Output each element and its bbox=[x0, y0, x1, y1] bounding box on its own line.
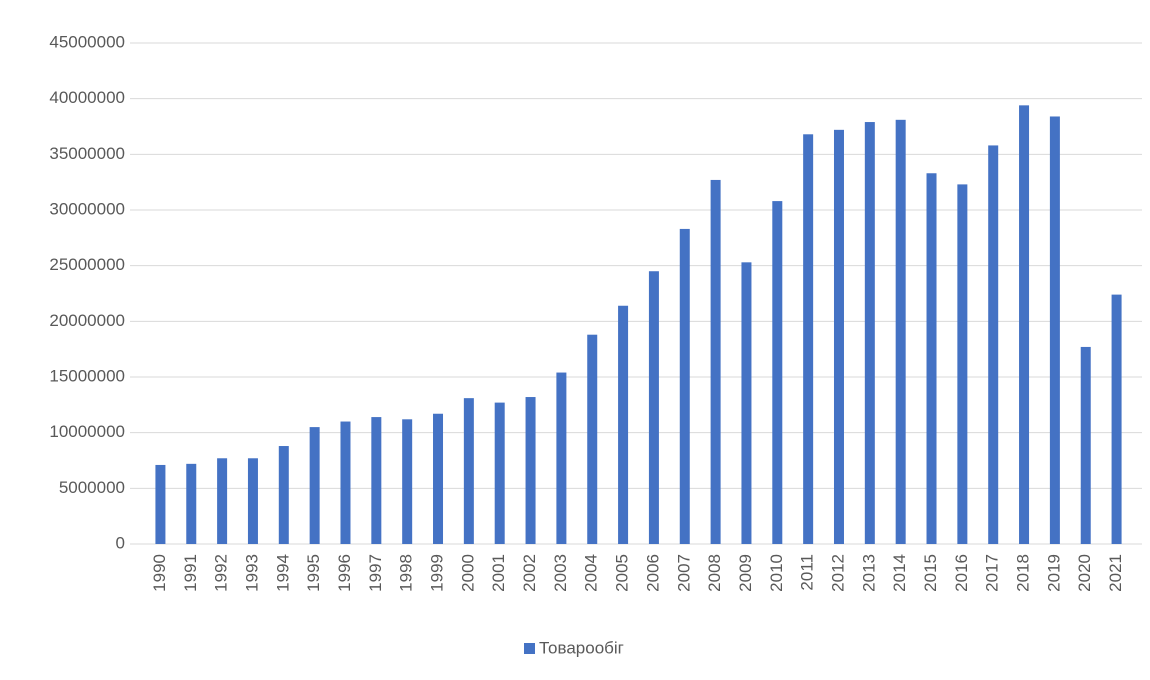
bar bbox=[155, 464, 166, 544]
bar bbox=[864, 122, 875, 545]
y-tick-label: 35000000 bbox=[49, 144, 125, 163]
x-tick-label: 1996 bbox=[335, 554, 354, 592]
x-tick-label: 2000 bbox=[458, 554, 477, 592]
y-tick-label: 5000000 bbox=[59, 478, 125, 497]
bar bbox=[217, 458, 228, 544]
bar bbox=[371, 417, 382, 544]
bar bbox=[494, 402, 505, 544]
y-tick-label: 15000000 bbox=[49, 366, 125, 385]
y-tick-label: 0 bbox=[116, 533, 125, 552]
bar bbox=[402, 419, 413, 544]
x-tick-label: 2021 bbox=[1106, 554, 1125, 592]
legend-swatch bbox=[524, 643, 535, 654]
bar bbox=[648, 271, 659, 544]
x-tick-label: 2009 bbox=[736, 554, 755, 592]
x-tick-label: 2013 bbox=[859, 554, 878, 592]
x-tick-label: 2002 bbox=[520, 554, 539, 592]
bar bbox=[587, 334, 598, 544]
x-tick-label: 2010 bbox=[767, 554, 786, 592]
bar bbox=[679, 228, 690, 544]
x-tick-label: 2017 bbox=[983, 554, 1002, 592]
bar bbox=[278, 446, 289, 544]
x-tick-label: 2008 bbox=[705, 554, 724, 592]
x-tick-label: 1997 bbox=[366, 554, 385, 592]
x-tick-label: 2005 bbox=[613, 554, 632, 592]
x-tick-label: 1993 bbox=[242, 554, 261, 592]
bar bbox=[833, 129, 844, 544]
bar bbox=[710, 179, 721, 544]
bar bbox=[957, 184, 968, 545]
bar bbox=[1080, 346, 1091, 544]
x-tick-label: 1995 bbox=[304, 554, 323, 592]
x-tick-label: 1992 bbox=[212, 554, 231, 592]
x-tick-label: 2014 bbox=[890, 554, 909, 592]
bar bbox=[772, 201, 783, 545]
x-tick-label: 2012 bbox=[828, 554, 847, 592]
x-tick-label: 2016 bbox=[952, 554, 971, 592]
bar bbox=[247, 458, 258, 544]
x-tick-label: 2004 bbox=[582, 554, 601, 592]
x-tick-label: 1991 bbox=[181, 554, 200, 592]
y-tick-label: 20000000 bbox=[49, 311, 125, 330]
bar bbox=[556, 372, 567, 544]
bar bbox=[988, 145, 999, 544]
x-tick-label: 2001 bbox=[489, 554, 508, 592]
x-tick-label: 2007 bbox=[674, 554, 693, 592]
x-tick-label: 1990 bbox=[150, 554, 169, 592]
bar bbox=[340, 421, 351, 544]
bar bbox=[1019, 105, 1030, 544]
bar bbox=[1049, 116, 1060, 544]
bar bbox=[803, 134, 814, 544]
y-tick-label: 10000000 bbox=[49, 422, 125, 441]
bar bbox=[926, 173, 937, 544]
x-tick-label: 1994 bbox=[273, 554, 292, 592]
y-tick-label: 45000000 bbox=[49, 32, 125, 51]
bar bbox=[433, 413, 444, 544]
x-tick-label: 2019 bbox=[1044, 554, 1063, 592]
bar bbox=[895, 119, 906, 544]
y-tick-label: 40000000 bbox=[49, 88, 125, 107]
x-tick-label: 2020 bbox=[1075, 554, 1094, 592]
bar bbox=[618, 305, 629, 544]
bar bbox=[309, 427, 320, 544]
bar bbox=[1111, 294, 1122, 544]
x-tick-label: 2015 bbox=[921, 554, 940, 592]
x-tick-label: 2018 bbox=[1014, 554, 1033, 592]
x-tick-label: 2003 bbox=[551, 554, 570, 592]
legend-label: Товарообіг bbox=[539, 638, 624, 657]
x-tick-label: 2011 bbox=[798, 554, 817, 591]
x-tick-label: 1999 bbox=[428, 554, 447, 592]
bar bbox=[463, 398, 474, 544]
y-tick-label: 30000000 bbox=[49, 199, 125, 218]
bar bbox=[741, 262, 752, 544]
bar bbox=[525, 397, 536, 544]
y-tick-label: 25000000 bbox=[49, 255, 125, 274]
bar bbox=[186, 463, 197, 544]
x-tick-label: 1998 bbox=[397, 554, 416, 592]
x-tick-label: 2006 bbox=[643, 554, 662, 592]
